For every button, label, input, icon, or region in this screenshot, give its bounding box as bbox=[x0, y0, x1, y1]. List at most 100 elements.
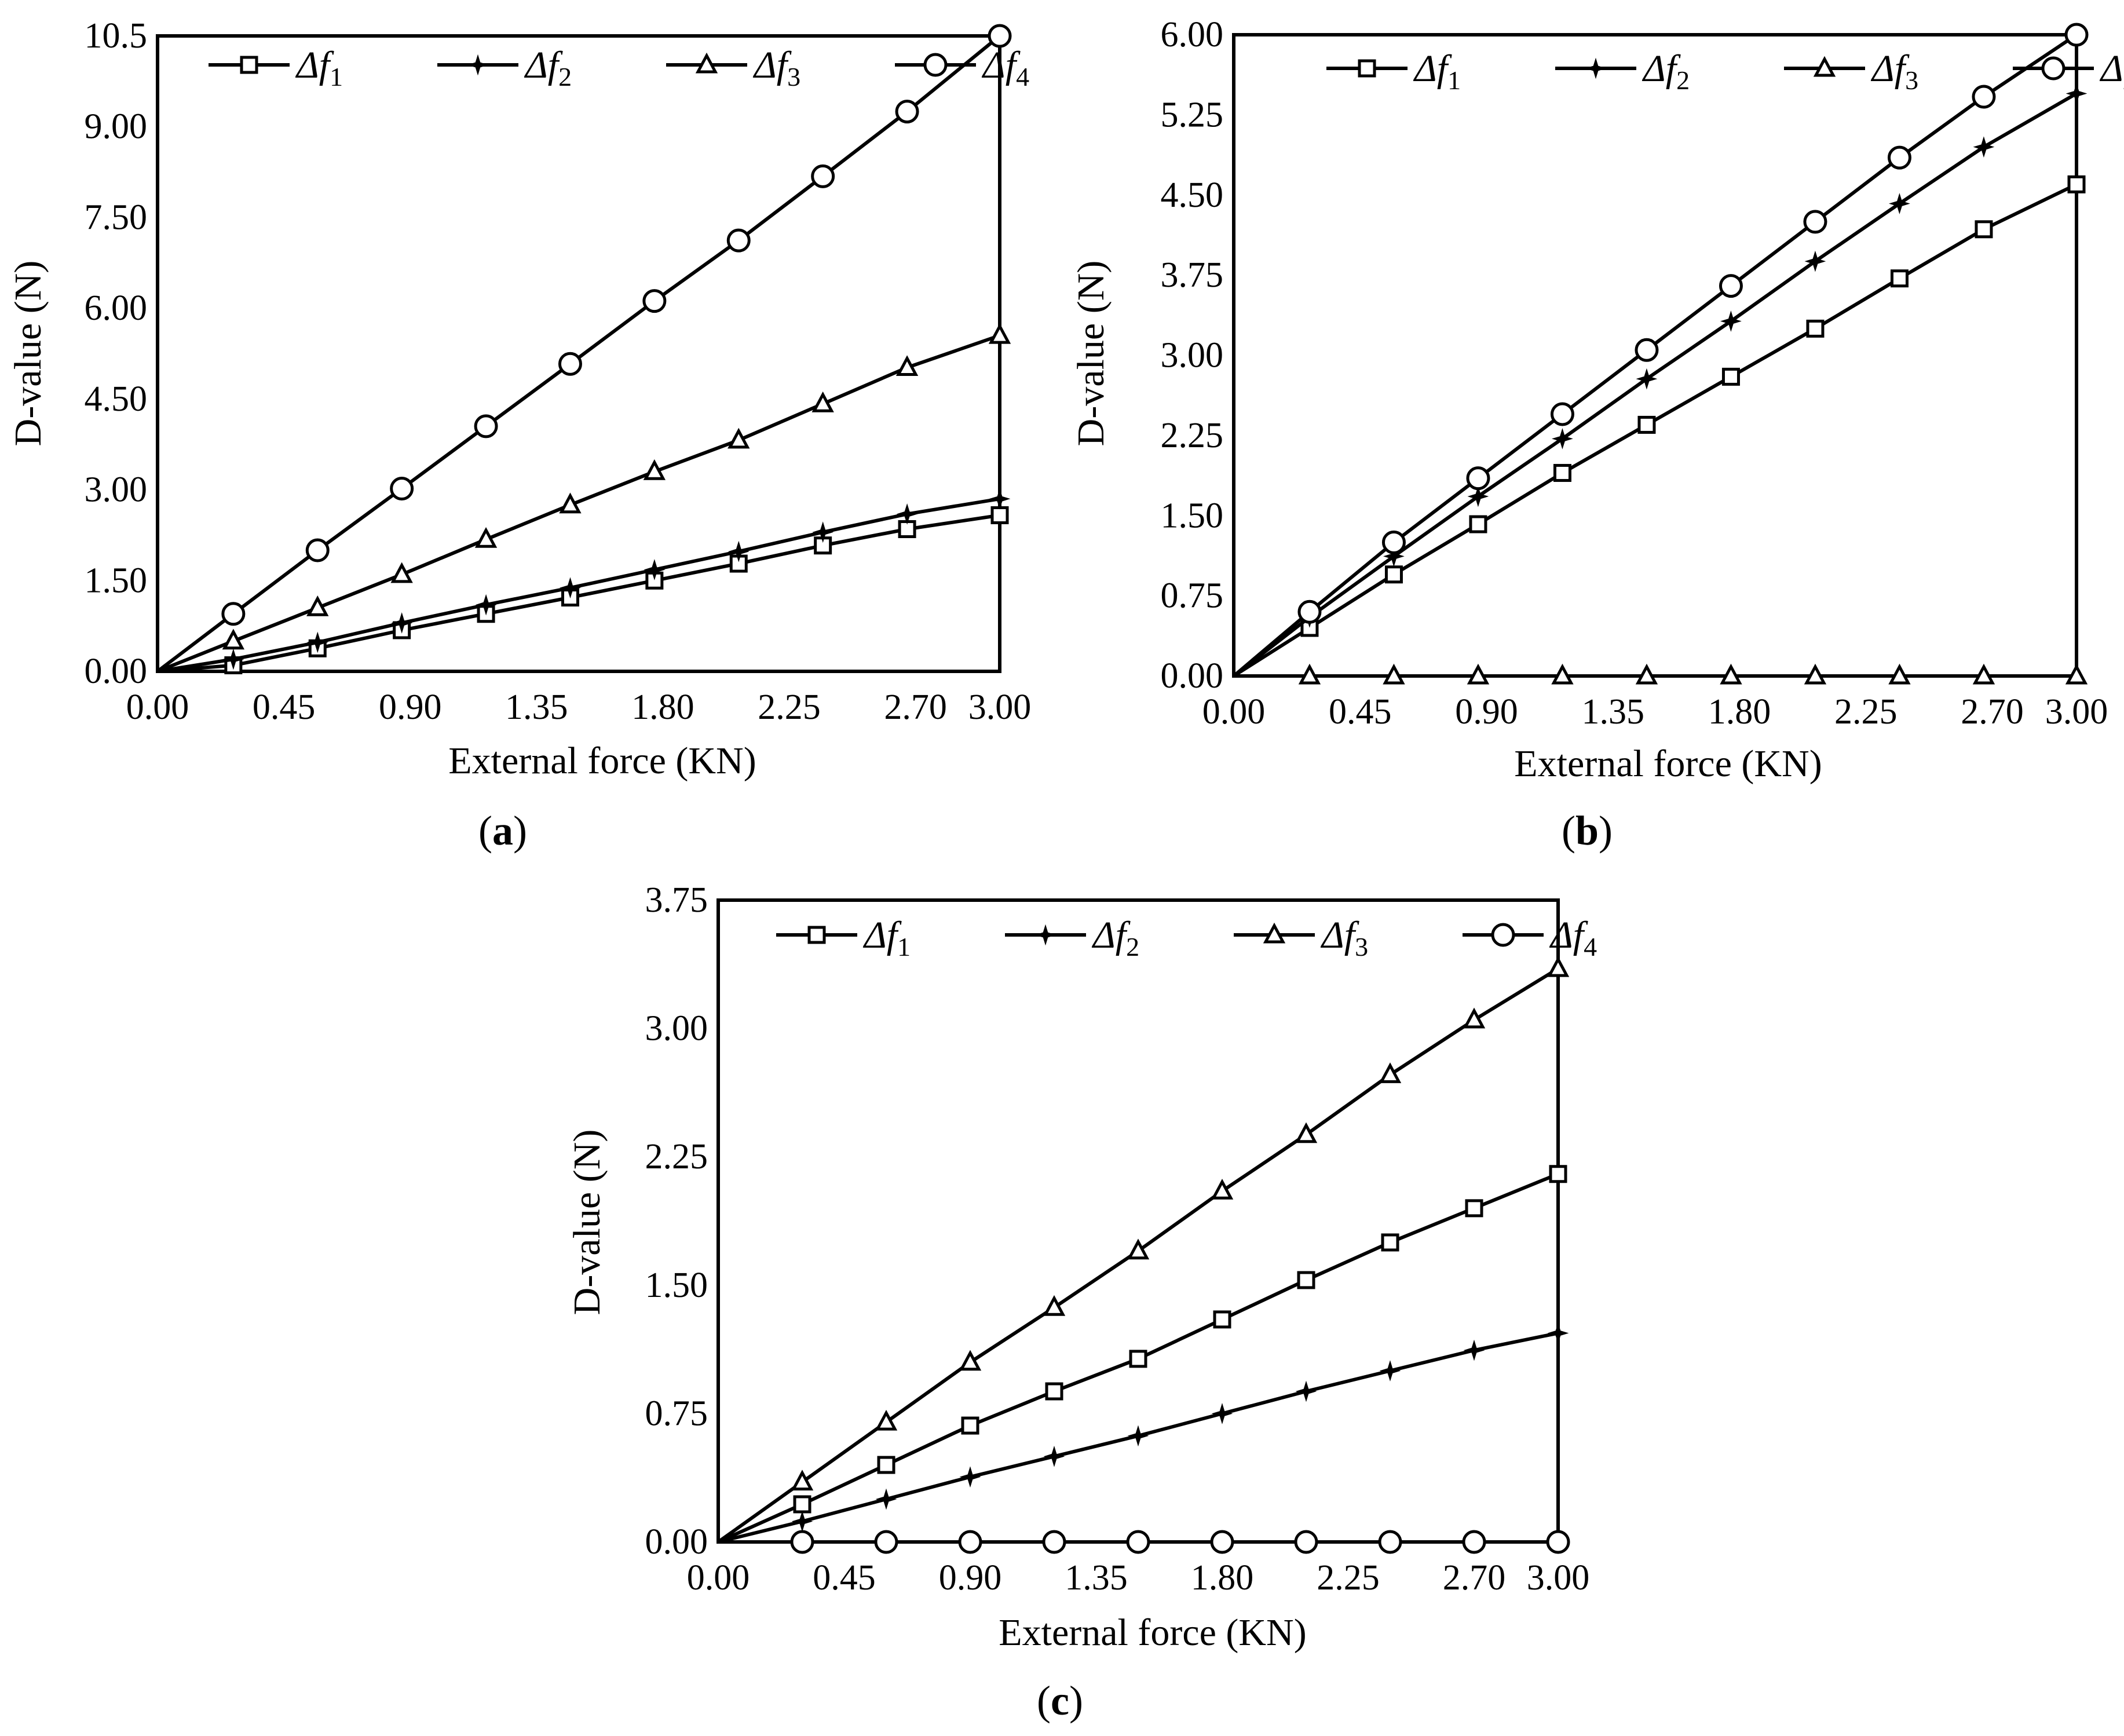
chart-panel-c: 0.00 0.45 0.90 1.35 1.80 2.25 2.70 3.00 0.00 0.75… bbox=[566, 880, 1597, 1724]
square-marker bbox=[2067, 175, 2086, 193]
circle-marker bbox=[790, 1530, 814, 1554]
triangle-marker bbox=[1379, 1062, 1402, 1083]
series-1 bbox=[1233, 175, 2086, 678]
square-marker bbox=[1129, 1350, 1147, 1368]
x-tick-label: 2.25 bbox=[1834, 692, 1898, 732]
chart-panel-b: 0.00 0.45 0.90 1.35 1.80 2.25 2.70 3.00 0.00 0.75… bbox=[1070, 15, 2124, 854]
y-tick-label: 0.00 bbox=[85, 652, 148, 691]
square-marker bbox=[1465, 1199, 1483, 1218]
legend-label: Δf4 bbox=[981, 44, 1029, 92]
x-tick-label: 1.35 bbox=[505, 688, 568, 727]
circle-marker bbox=[874, 1530, 898, 1554]
chart-panel-a: 0.00 0.45 0.90 1.35 1.80 2.25 2.70 3.00 0.00 1.50… bbox=[7, 16, 1031, 854]
x-tick-label: 0.90 bbox=[939, 1558, 1002, 1598]
triangle-marker bbox=[474, 527, 498, 548]
x-tick-label: 2.25 bbox=[1317, 1558, 1380, 1598]
circle-marker bbox=[1491, 923, 1515, 947]
triangle-marker bbox=[1972, 663, 1995, 685]
star-marker bbox=[989, 488, 1011, 510]
y-tick-label: 10.5 bbox=[85, 16, 148, 56]
x-tick-label: 1.35 bbox=[1582, 692, 1645, 732]
circle-marker bbox=[642, 289, 667, 313]
panel-label: (c) bbox=[1037, 1677, 1083, 1724]
triangle-marker bbox=[1298, 663, 1321, 685]
legend-item: Δf4 bbox=[1463, 914, 1597, 962]
circle-marker bbox=[305, 538, 330, 562]
star-marker bbox=[475, 594, 497, 616]
legend-item: Δf2 bbox=[437, 44, 572, 92]
y-tick-label: 1.50 bbox=[645, 1266, 708, 1305]
y-tick-label: 0.75 bbox=[645, 1394, 708, 1433]
star-marker bbox=[1043, 1445, 1065, 1467]
square-marker bbox=[961, 1416, 979, 1435]
series-2 bbox=[157, 488, 1011, 673]
x-tick-label: 3.00 bbox=[1527, 1558, 1590, 1598]
triangle-marker bbox=[988, 323, 1011, 344]
circle-marker bbox=[390, 476, 414, 500]
triangle-marker bbox=[875, 1409, 898, 1431]
star-marker bbox=[1973, 136, 1995, 158]
series-1 bbox=[717, 1165, 1567, 1544]
square-marker bbox=[1890, 269, 1909, 288]
series-line bbox=[157, 497, 1000, 673]
star-marker bbox=[1804, 250, 1826, 272]
x-axis-label: External force (KN) bbox=[999, 1611, 1306, 1654]
circle-marker bbox=[988, 24, 1012, 48]
square-marker bbox=[1549, 1165, 1567, 1183]
y-tick-label: 6.00 bbox=[1161, 15, 1224, 54]
legend-item: Δf2 bbox=[1555, 47, 1690, 95]
circle-marker bbox=[1803, 210, 1827, 234]
series-line bbox=[156, 334, 1000, 673]
circle-marker bbox=[1381, 530, 1406, 554]
circle-marker bbox=[1466, 466, 1490, 491]
square-marker bbox=[1806, 319, 1825, 338]
square-marker bbox=[1637, 415, 1656, 434]
y-tick-label: 3.00 bbox=[645, 1009, 708, 1048]
square-marker bbox=[1358, 59, 1376, 78]
square-marker bbox=[990, 506, 1009, 524]
legend-item: Δf3 bbox=[666, 44, 800, 92]
plot-frame bbox=[156, 34, 1001, 673]
triangle-marker bbox=[1211, 1178, 1234, 1200]
triangle-marker bbox=[1888, 663, 1911, 685]
legend-label: Δf1 bbox=[295, 44, 343, 92]
legend-label: Δf2 bbox=[1642, 47, 1690, 95]
y-tick-label: 3.00 bbox=[85, 470, 148, 510]
x-tick-label: 0.00 bbox=[687, 1558, 750, 1598]
x-tick-label: 0.90 bbox=[379, 688, 442, 727]
legend-item: Δf3 bbox=[1234, 914, 1368, 962]
series-3 bbox=[156, 323, 1011, 673]
legend-label: Δf4 bbox=[2099, 47, 2124, 95]
circle-marker bbox=[1378, 1530, 1402, 1554]
square-marker bbox=[1553, 463, 1571, 482]
triangle-marker bbox=[1043, 1295, 1066, 1316]
y-axis-label: D-value (N) bbox=[1070, 261, 1112, 447]
triangle-marker bbox=[1813, 56, 1836, 77]
y-axis-label: D-value (N) bbox=[7, 261, 49, 447]
circle-marker bbox=[1635, 338, 1659, 362]
circle-marker bbox=[726, 228, 751, 253]
triangle-marker bbox=[695, 52, 718, 74]
x-axis-label: External force (KN) bbox=[1514, 743, 1822, 785]
x-tick-label: 0.45 bbox=[813, 1558, 876, 1598]
x-tick-label: 0.00 bbox=[126, 688, 189, 727]
triangle-marker bbox=[390, 562, 413, 583]
star-marker bbox=[875, 1488, 897, 1510]
star-marker bbox=[391, 612, 413, 634]
x-tick-label: 1.80 bbox=[1191, 1558, 1254, 1598]
legend-label: Δf2 bbox=[1091, 914, 1139, 962]
star-marker bbox=[222, 648, 244, 670]
x-tick-label: 0.45 bbox=[253, 688, 316, 727]
star-marker bbox=[1034, 924, 1056, 946]
triangle-marker bbox=[1127, 1238, 1150, 1260]
star-marker bbox=[1383, 546, 1405, 567]
legend-label: Δf3 bbox=[1870, 47, 1918, 95]
panel-label: (b) bbox=[1562, 807, 1613, 854]
circle-marker bbox=[1210, 1530, 1234, 1554]
series-2 bbox=[718, 1322, 1569, 1544]
legend-item: Δf1 bbox=[1326, 47, 1461, 95]
triangle-marker bbox=[1720, 663, 1742, 685]
x-tick-label: 3.00 bbox=[2045, 692, 2108, 732]
y-tick-label: 5.25 bbox=[1161, 95, 1224, 134]
star-marker bbox=[1467, 485, 1489, 507]
